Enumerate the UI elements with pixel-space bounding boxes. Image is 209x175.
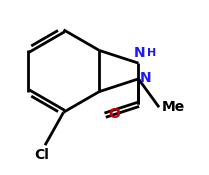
Text: H: H [147, 48, 156, 58]
Text: Me: Me [162, 100, 185, 114]
Text: Cl: Cl [34, 148, 49, 162]
Text: O: O [108, 107, 120, 121]
Text: N: N [140, 71, 152, 85]
Text: N: N [133, 47, 145, 61]
